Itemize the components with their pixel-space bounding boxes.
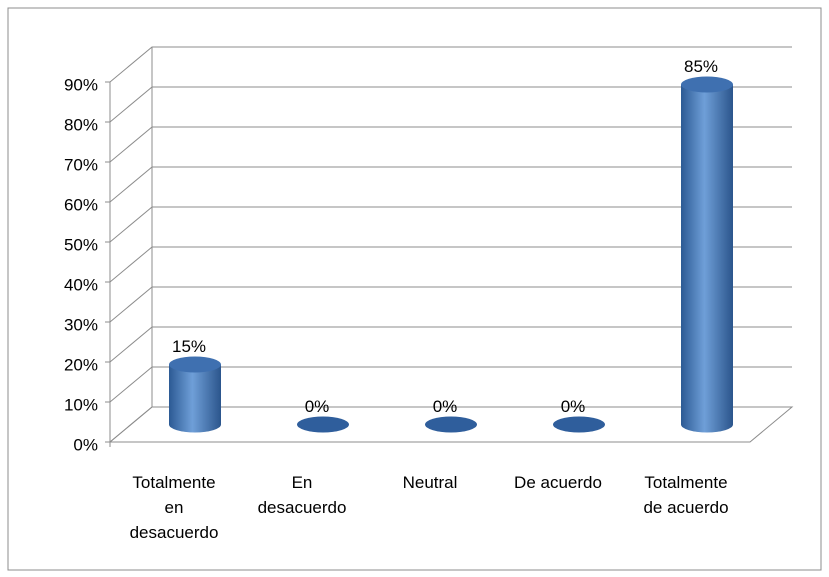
grid-line bbox=[109, 406, 792, 443]
x-tick-label: Totalmente de acuerdo bbox=[643, 473, 729, 517]
bar-body bbox=[681, 84, 733, 433]
bar bbox=[681, 76, 733, 433]
bar-top bbox=[425, 416, 477, 433]
bar-body bbox=[169, 364, 221, 433]
value-label: 85% bbox=[684, 57, 718, 76]
bar-top bbox=[297, 416, 349, 433]
grid-line bbox=[109, 126, 792, 163]
bar bbox=[553, 416, 605, 433]
grid-line bbox=[109, 246, 792, 283]
x-tick-label: Totalmente en desacuerdo bbox=[129, 473, 219, 542]
y-tick-label: 20% bbox=[64, 355, 98, 374]
value-label: 0% bbox=[305, 397, 330, 416]
grid-line bbox=[109, 86, 792, 123]
grid-line bbox=[109, 206, 792, 243]
grid-line bbox=[109, 286, 792, 323]
y-tick-label: 10% bbox=[64, 395, 98, 414]
bar bbox=[297, 416, 349, 433]
y-tick-label: 30% bbox=[64, 315, 98, 334]
x-tick-label: Neutral bbox=[402, 473, 458, 492]
y-tick-label: 90% bbox=[64, 75, 98, 94]
grid-line bbox=[109, 166, 792, 203]
bar-top bbox=[169, 356, 221, 373]
y-tick-label: 0% bbox=[73, 435, 98, 454]
y-tick-label: 50% bbox=[64, 235, 98, 254]
y-tick-label: 70% bbox=[64, 155, 98, 174]
y-tick-label: 40% bbox=[64, 275, 98, 294]
bar bbox=[425, 416, 477, 433]
grid-line bbox=[109, 366, 792, 403]
value-label: 15% bbox=[172, 337, 206, 356]
y-tick-label: 60% bbox=[64, 195, 98, 214]
grid-line bbox=[109, 46, 792, 83]
bar bbox=[169, 356, 221, 433]
y-tick-label: 80% bbox=[64, 115, 98, 134]
x-tick-label: En desacuerdo bbox=[257, 473, 347, 517]
bar-top bbox=[553, 416, 605, 433]
grid-line bbox=[109, 326, 792, 363]
value-label: 0% bbox=[561, 397, 586, 416]
bar-top bbox=[681, 76, 733, 93]
x-tick-label: De acuerdo bbox=[514, 473, 602, 492]
value-label: 0% bbox=[433, 397, 458, 416]
